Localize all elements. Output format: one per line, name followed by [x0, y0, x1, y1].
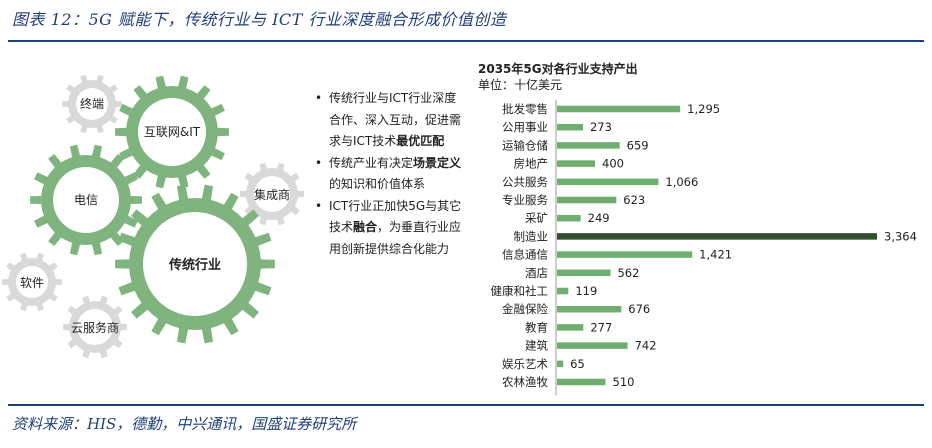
- category-label: 专业服务: [502, 193, 548, 207]
- value-label: 623: [623, 193, 645, 207]
- gear-traditional: [115, 184, 275, 344]
- category-label: 健康和社工: [491, 284, 549, 298]
- bar: [557, 287, 569, 295]
- bullet-list: 传统行业与ICT行业深度合作、深入互动，促进需求与ICT技术最优匹配传统产业有决…: [315, 88, 465, 260]
- gear-label-terminal: 终端: [80, 96, 104, 111]
- chart-title: 2035年5G对各行业支持产出: [478, 62, 638, 76]
- bullet-item: ICT行业正加快5G与其它技术融合，为垂直行业应用创新提供综合化能力: [315, 196, 465, 261]
- bar: [557, 123, 583, 131]
- chart-unit: 单位：十亿美元: [478, 78, 563, 92]
- value-label: 1,066: [665, 175, 698, 189]
- bullet-text: ，为垂直行业应用创新提供综合化能力: [329, 220, 462, 256]
- value-label: 277: [590, 320, 612, 334]
- bar: [557, 214, 581, 222]
- value-label: 273: [590, 120, 612, 134]
- category-label: 娱乐艺术: [502, 357, 548, 371]
- bullet-text: 传统行业与ICT行业深度合作、深入互动，促进需求与ICT技术: [329, 91, 462, 148]
- gear-label-internet: 互联网&IT: [144, 125, 201, 139]
- bar: [557, 142, 620, 149]
- bar: [557, 378, 606, 386]
- gear-internet: [115, 75, 229, 189]
- gear-integrator: [240, 162, 304, 226]
- figure-caption: 图表 12：5G 赋能下，传统行业与 ICT 行业深度融合形成价值创造: [12, 10, 507, 29]
- bullet-text: 传统产业有决定: [329, 155, 414, 170]
- bar: [557, 360, 564, 368]
- category-label: 批发零售: [502, 102, 548, 116]
- bar-chart: 批发零售 1,295 公用事业 273 运输仓储 659 房地产 400 公共服务 1,066 专业…: [491, 100, 917, 396]
- gear-telecom: [30, 144, 142, 256]
- bullet-emphasis: 最优匹配: [396, 134, 445, 148]
- category-label: 信息通信: [502, 248, 548, 262]
- gear-label-software: 软件: [20, 276, 44, 290]
- category-label: 制造业: [514, 229, 549, 243]
- category-label: 酒店: [525, 266, 548, 280]
- bar: [557, 305, 622, 313]
- bullet-item: 传统行业与ICT行业深度合作、深入互动，促进需求与ICT技术最优匹配: [315, 88, 465, 153]
- value-label: 510: [613, 375, 635, 389]
- value-label: 119: [575, 284, 597, 298]
- value-label: 1,295: [687, 102, 720, 116]
- bar: [557, 178, 659, 186]
- gear-terminal: [62, 74, 122, 134]
- category-label: 建筑: [525, 339, 548, 353]
- gear-label-traditional: 传统行业: [168, 257, 221, 273]
- category-label: 房地产: [514, 157, 549, 171]
- bar: [557, 269, 611, 277]
- category-label: 教育: [525, 320, 548, 334]
- category-label: 公共服务: [502, 175, 548, 189]
- source-note: 资料来源：HIS，德勤，中兴通讯，国盛证券研究所: [12, 415, 357, 433]
- category-label: 公用事业: [502, 120, 548, 134]
- bullet-text: 的知识和价值体系: [329, 177, 426, 191]
- gear-cloud: [63, 295, 127, 359]
- bar: [557, 342, 628, 349]
- bottom-rule: [8, 404, 924, 406]
- bullet-text: ICT行业正加快5G与其它技术: [329, 198, 462, 235]
- bullet-emphasis: 场景定义: [413, 155, 462, 170]
- gear-label-integrator: 集成商: [254, 187, 290, 202]
- value-label: 676: [628, 302, 650, 316]
- bullet-emphasis: 融合: [353, 220, 378, 234]
- bar: [557, 324, 584, 331]
- value-label: 562: [617, 266, 639, 280]
- top-rule: [8, 40, 924, 42]
- value-label: 659: [627, 138, 649, 152]
- gear-software: [2, 252, 62, 312]
- value-label: 3,364: [884, 229, 917, 243]
- bar: [557, 105, 681, 113]
- bar: [557, 160, 595, 167]
- bar: [557, 251, 693, 258]
- bar: [557, 233, 877, 240]
- category-label: 运输仓储: [502, 138, 548, 152]
- value-label: 742: [635, 339, 657, 353]
- category-label: 农林渔牧: [502, 375, 548, 389]
- gear-label-telecom: 电信: [74, 193, 98, 207]
- gear-diagram: 互联网&IT 电信 传统行业 终端 集成商 软件 云服务商: [2, 74, 304, 359]
- value-label: 1,421: [699, 248, 732, 262]
- value-label: 249: [588, 211, 610, 225]
- gear-label-cloud: 云服务商: [71, 320, 119, 335]
- bar: [557, 196, 617, 204]
- value-label: 400: [602, 157, 624, 171]
- category-label: 金融保险: [502, 302, 548, 316]
- category-label: 采矿: [525, 211, 548, 225]
- bullet-item: 传统产业有决定场景定义的知识和价值体系: [315, 153, 465, 196]
- value-label: 65: [570, 357, 585, 371]
